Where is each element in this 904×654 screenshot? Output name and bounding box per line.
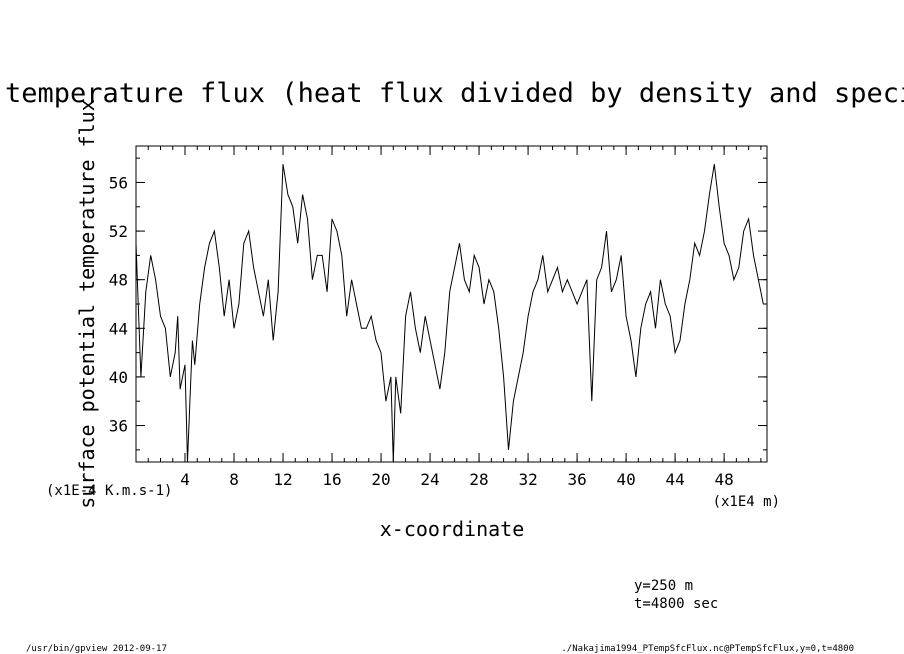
annotation-y: y=250 m bbox=[634, 578, 693, 594]
x-tick-label: 8 bbox=[229, 470, 239, 489]
y-tick-label: 44 bbox=[109, 319, 128, 338]
x-tick-label: 16 bbox=[322, 470, 341, 489]
x-tick-label: 4 bbox=[180, 470, 190, 489]
x-tick-label: 20 bbox=[371, 470, 390, 489]
x-axis-unit: (x1E4 m) bbox=[713, 494, 780, 510]
x-tick-label: 32 bbox=[518, 470, 537, 489]
x-tick-label: 48 bbox=[714, 470, 733, 489]
y-tick-label: 52 bbox=[109, 222, 128, 241]
x-tick-label: 36 bbox=[567, 470, 586, 489]
series-group bbox=[135, 164, 764, 463]
footer-left: /usr/bin/gpview 2012-09-17 bbox=[26, 644, 167, 654]
x-tick-label: 40 bbox=[616, 470, 635, 489]
y-axis-ticks: 36 40 44 48 52 56 bbox=[109, 173, 767, 436]
series-line bbox=[135, 164, 764, 463]
x-axis-ticks: 4 8 12 16 20 24 28 32 36 40 44 48 bbox=[180, 146, 734, 489]
y-axis-unit: (x1E-4 K.m.s-1) bbox=[46, 483, 172, 499]
y-tick-label: 48 bbox=[109, 271, 128, 290]
chart-title: potential temperature flux (heat flux di… bbox=[0, 78, 904, 109]
x-tick-label: 44 bbox=[665, 470, 684, 489]
y-tick-label: 36 bbox=[109, 417, 128, 436]
y-tick-label: 40 bbox=[109, 368, 128, 387]
x-tick-label: 24 bbox=[420, 470, 439, 489]
footer-right: ./Nakajima1994_PTempSfcFlux.nc@PTempSfcF… bbox=[561, 644, 854, 654]
x-tick-label: 28 bbox=[469, 470, 488, 489]
x-tick-label: 12 bbox=[273, 470, 292, 489]
plot-border bbox=[135, 145, 768, 463]
y-axis-label: surface potential temperature flux bbox=[75, 99, 99, 508]
annotation-t: t=4800 sec bbox=[634, 596, 718, 612]
x-axis-label: x-coordinate bbox=[380, 517, 525, 541]
minor-ticks bbox=[135, 146, 767, 462]
plot-frame bbox=[135, 145, 768, 463]
y-tick-label: 56 bbox=[109, 173, 128, 192]
